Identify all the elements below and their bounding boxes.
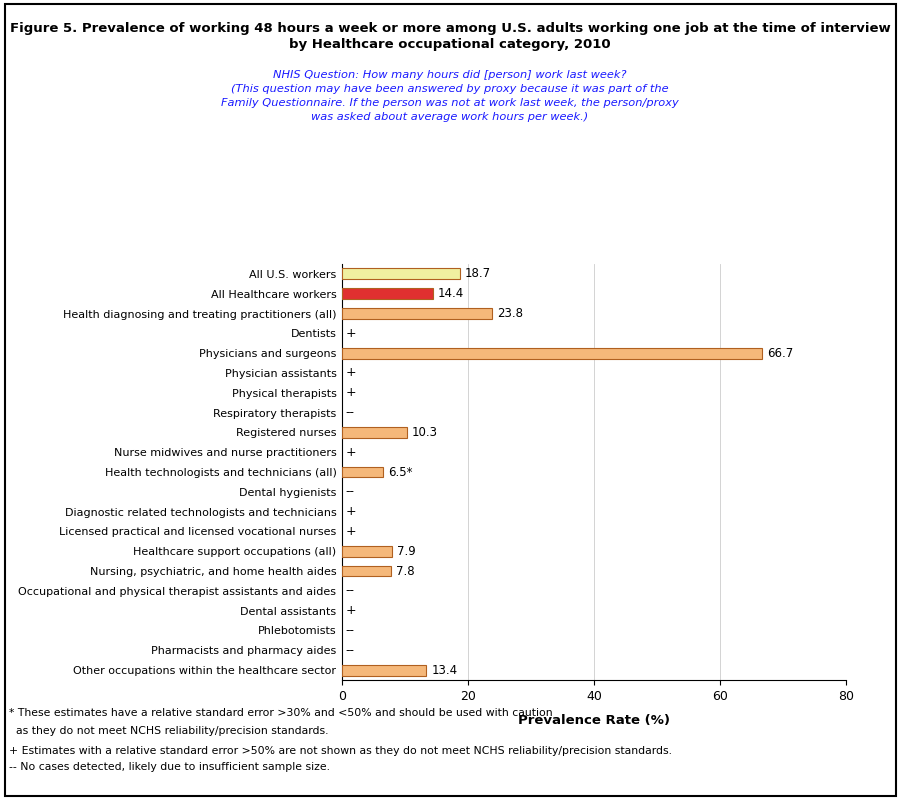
Bar [342, 466, 383, 478]
Text: +: + [345, 505, 356, 518]
Text: +: + [345, 366, 356, 379]
Bar [342, 288, 433, 299]
Text: 13.4: 13.4 [431, 663, 457, 677]
Text: +: + [345, 386, 356, 399]
Text: 18.7: 18.7 [465, 267, 491, 281]
Text: 23.8: 23.8 [497, 307, 523, 320]
Text: 66.7: 66.7 [767, 346, 794, 360]
Text: -- No cases detected, likely due to insufficient sample size.: -- No cases detected, likely due to insu… [9, 762, 330, 773]
Text: +: + [345, 604, 356, 617]
Text: --: -- [345, 624, 354, 637]
Text: +: + [345, 327, 356, 340]
Text: --: -- [345, 486, 354, 498]
Text: 14.4: 14.4 [437, 287, 464, 300]
Bar [342, 665, 427, 675]
Text: 6.5*: 6.5* [388, 466, 412, 478]
Text: --: -- [345, 584, 354, 598]
Text: by Healthcare occupational category, 2010: by Healthcare occupational category, 201… [289, 38, 611, 51]
Bar [342, 566, 392, 577]
Text: 7.8: 7.8 [396, 565, 415, 578]
Text: +: + [345, 446, 356, 458]
Bar [342, 348, 762, 358]
Text: * These estimates have a relative standard error >30% and <50% and should be use: * These estimates have a relative standa… [9, 708, 553, 718]
Bar [342, 427, 407, 438]
Text: + Estimates with a relative standard error >50% are not shown as they do not mee: + Estimates with a relative standard err… [9, 746, 672, 755]
Text: as they do not meet NCHS reliability/precision standards.: as they do not meet NCHS reliability/pre… [9, 726, 328, 736]
Text: NHIS Question: How many hours did [person] work last week?
(This question may ha: NHIS Question: How many hours did [perso… [221, 70, 679, 122]
Text: 7.9: 7.9 [397, 545, 416, 558]
Bar [342, 269, 460, 279]
Text: +: + [345, 525, 356, 538]
X-axis label: Prevalence Rate (%): Prevalence Rate (%) [518, 714, 670, 727]
Bar [342, 308, 492, 319]
Text: --: -- [345, 644, 354, 657]
Bar [342, 546, 392, 557]
Text: Figure 5. Prevalence of working 48 hours a week or more among U.S. adults workin: Figure 5. Prevalence of working 48 hours… [10, 22, 890, 35]
Text: --: -- [345, 406, 354, 419]
Text: 10.3: 10.3 [412, 426, 438, 439]
